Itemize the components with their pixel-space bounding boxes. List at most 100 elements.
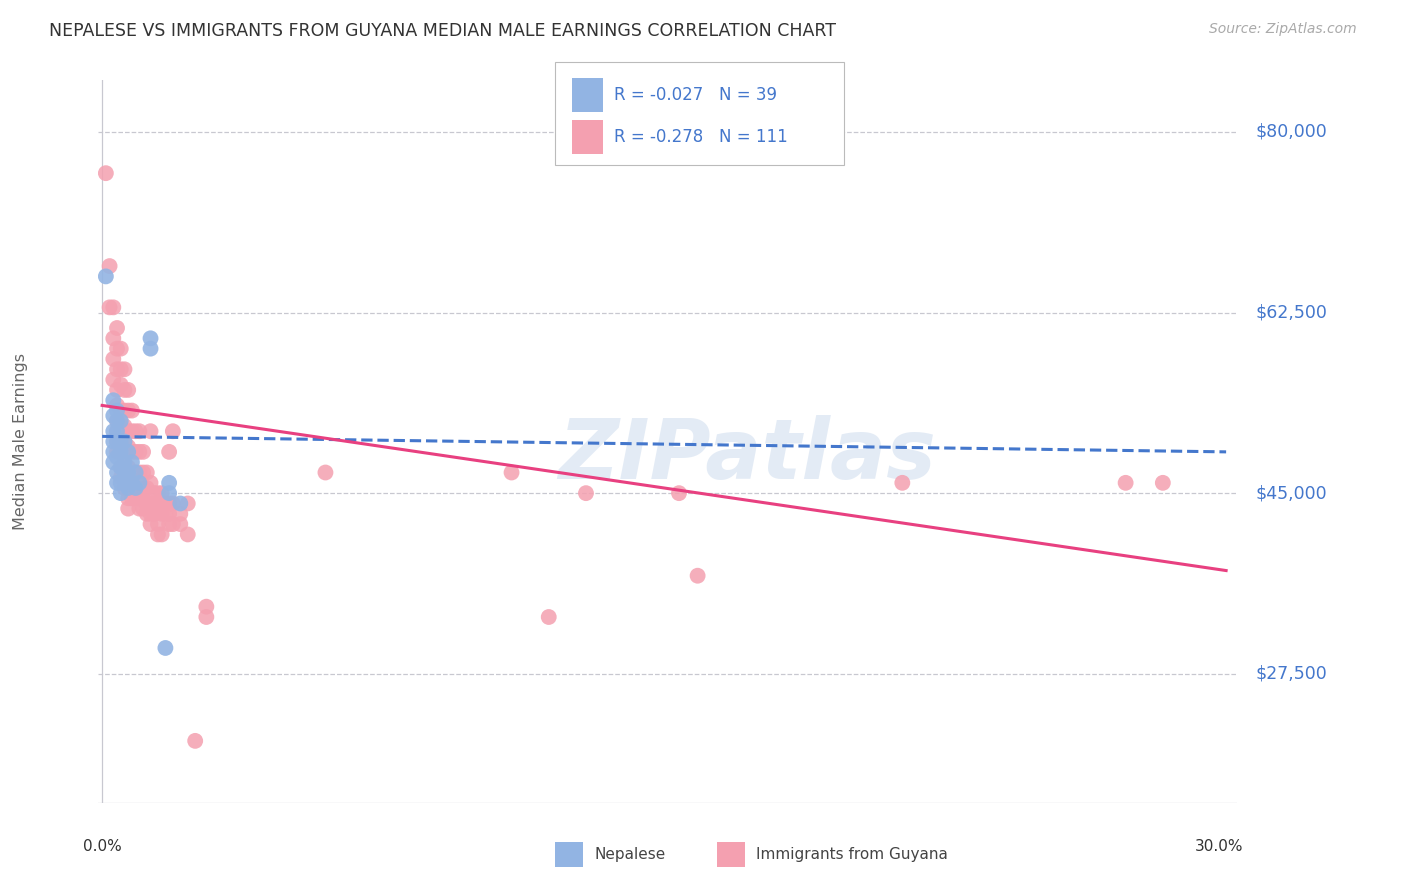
Point [110,434,132,449]
Point [105,424,128,438]
Point [157,507,180,521]
Point [110,486,132,500]
Point [132,481,155,495]
Point [139,517,162,532]
Point [114,471,136,485]
Point [162,424,184,438]
Point [157,445,180,459]
Point [139,342,162,356]
Point [110,471,132,485]
Text: $62,500: $62,500 [1256,303,1327,321]
Point [110,362,132,376]
Point [103,351,125,366]
Point [150,486,173,500]
Point [135,496,157,510]
Text: $27,500: $27,500 [1256,665,1327,682]
Point [155,507,177,521]
Point [146,527,169,541]
Point [157,475,180,490]
Text: 30.0%: 30.0% [1195,838,1243,854]
Point [121,445,143,459]
Point [143,496,166,510]
Point [128,466,150,480]
Point [501,466,523,480]
Point [114,383,136,397]
Point [98,259,121,273]
Point [132,445,155,459]
Point [124,466,146,480]
Point [105,362,128,376]
Point [124,445,146,459]
Point [1115,475,1137,490]
Point [150,527,173,541]
Point [177,496,200,510]
Point [121,455,143,469]
Point [114,481,136,495]
Point [128,501,150,516]
Point [110,434,132,449]
Point [94,166,117,180]
Point [121,466,143,480]
Point [575,486,598,500]
Point [110,460,132,475]
Point [103,424,125,438]
Point [114,434,136,449]
Point [155,496,177,510]
Point [117,501,139,516]
Point [686,568,709,582]
Point [110,377,132,392]
Point [114,450,136,464]
Point [132,501,155,516]
Point [157,486,180,500]
Point [114,455,136,469]
Point [121,424,143,438]
Point [128,424,150,438]
Point [110,445,132,459]
Point [124,466,146,480]
Point [105,434,128,449]
Point [110,445,132,459]
Point [139,496,162,510]
Point [110,460,132,475]
Point [135,466,157,480]
Point [105,445,128,459]
Point [114,471,136,485]
Point [121,481,143,495]
Point [105,466,128,480]
Point [94,269,117,284]
Point [103,301,125,315]
Text: R = -0.027   N = 39: R = -0.027 N = 39 [614,87,778,104]
Point [103,331,125,345]
Point [124,481,146,495]
Point [155,640,177,655]
Point [143,486,166,500]
Point [103,409,125,423]
Point [110,419,132,434]
Point [162,496,184,510]
Point [105,414,128,428]
Point [139,331,162,345]
Point [146,486,169,500]
Point [105,450,128,464]
Text: R = -0.278   N = 111: R = -0.278 N = 111 [614,128,789,146]
Point [139,507,162,521]
Point [105,398,128,412]
Text: Median Male Earnings: Median Male Earnings [13,353,28,530]
Point [114,460,136,475]
Point [110,475,132,490]
Point [132,491,155,506]
Point [103,445,125,459]
Point [105,414,128,428]
Point [139,424,162,438]
Point [121,403,143,417]
Point [121,491,143,506]
Point [117,491,139,506]
Point [117,403,139,417]
Point [110,342,132,356]
Point [184,734,207,748]
Point [117,440,139,454]
Point [114,362,136,376]
Point [103,455,125,469]
Point [105,434,128,449]
Point [195,599,218,614]
